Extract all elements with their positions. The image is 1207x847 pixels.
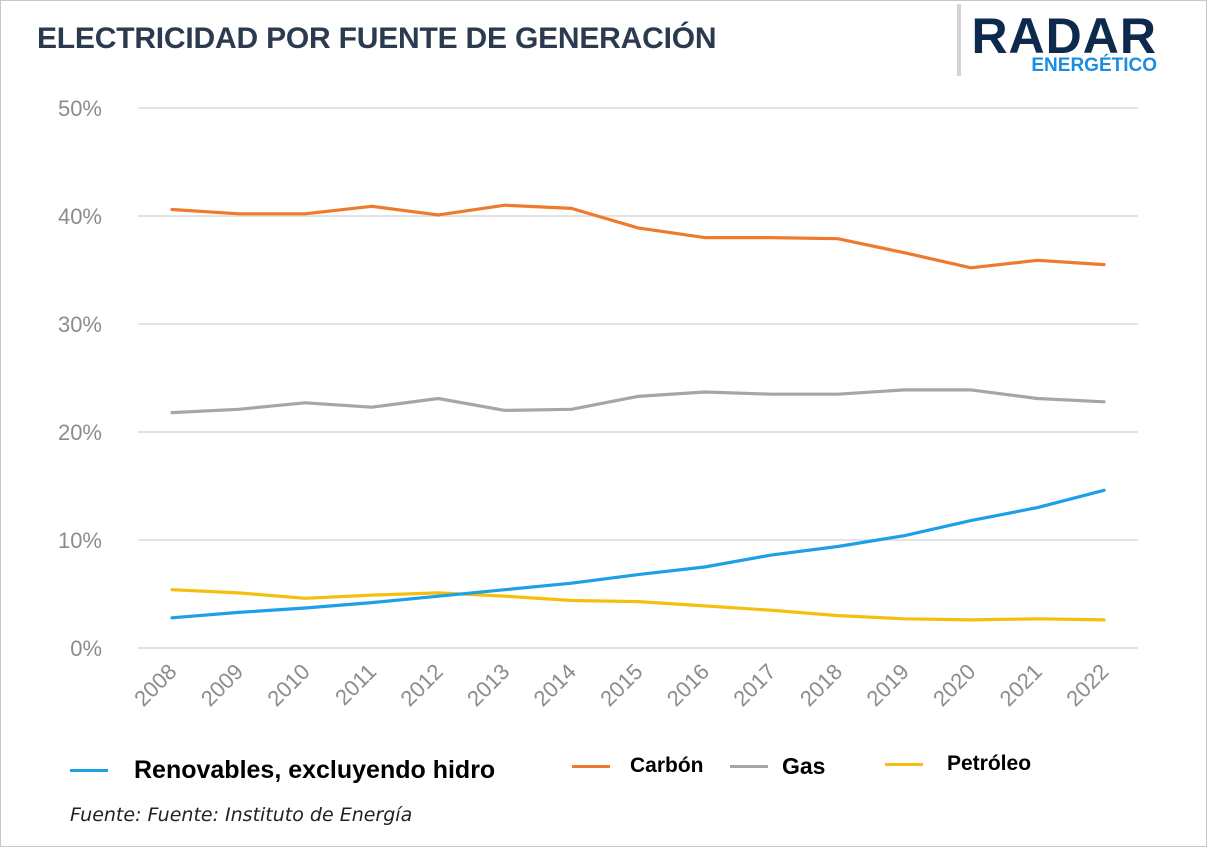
x-tick-label: 2022 [1061, 659, 1113, 711]
logo-divider [957, 4, 961, 76]
x-tick-label: 2014 [529, 659, 581, 711]
logo-sub-text: ENERGÉTICO [1031, 55, 1157, 76]
x-tick-label: 2011 [330, 659, 381, 710]
x-tick-label: 2017 [728, 659, 780, 711]
source-note: Fuente: Fuente: Instituto de Energía [70, 804, 413, 826]
legend-item-renewables: Renovables, excluyendo hidro [70, 755, 495, 785]
series-layer [170, 203, 1106, 622]
y-tick-label: 30% [58, 312, 102, 337]
x-axis-ticks: 2008 2009 2010 2011 2012 2013 2014 2015 2016 2017… [129, 659, 1113, 711]
legend-label-coal: Carbón [630, 754, 704, 777]
series-line-gas [170, 388, 1106, 415]
y-tick-label: 0% [70, 636, 102, 661]
chart-title: ELECTRICIDAD POR FUENTE DE GENERACIÓN [37, 22, 717, 55]
legend-item-coal: Carbón [572, 751, 704, 781]
x-tick-label: 2018 [795, 659, 847, 711]
series-line-coal [170, 203, 1106, 270]
x-tick-label: 2019 [862, 659, 914, 711]
legend-swatch-coal [572, 764, 610, 768]
legend-swatch-renewables [70, 768, 108, 772]
legend-item-oil: Petróleo [885, 749, 1031, 779]
legend-swatch-oil [885, 762, 923, 766]
radar-energetico-logo: RADAR ENERGÉTICO [971, 8, 1165, 78]
x-tick-label: 2013 [462, 659, 514, 711]
x-tick-label: 2012 [396, 659, 448, 711]
legend-swatch-gas [730, 764, 768, 768]
grid-layer [138, 107, 1138, 649]
y-tick-label: 10% [58, 528, 102, 553]
x-tick-label: 2010 [262, 659, 314, 711]
x-tick-label: 2015 [595, 659, 647, 711]
legend-item-gas: Gas [730, 751, 825, 781]
legend-label-renewables: Renovables, excluyendo hidro [134, 755, 496, 784]
x-tick-label: 2008 [129, 659, 181, 711]
x-tick-label: 2021 [995, 659, 1047, 711]
y-tick-label: 50% [58, 96, 102, 121]
x-tick-label: 2020 [928, 659, 980, 711]
x-tick-label: 2016 [662, 659, 714, 711]
logo-main-text: RADAR [971, 8, 1157, 64]
y-axis-ticks: 0% 10% 20% 30% 40% 50% [58, 96, 102, 661]
legend-label-gas: Gas [782, 752, 826, 779]
legend-label-oil: Petróleo [947, 752, 1032, 775]
series-line-oil [170, 588, 1106, 622]
y-tick-label: 20% [58, 420, 102, 445]
y-tick-label: 40% [58, 204, 102, 229]
line-chart: 0%10%20%30%40%50% 2008 2009 2010 2011 2012 20… [58, 96, 1138, 711]
x-tick-label: 2009 [196, 659, 248, 711]
series-line-renewables [170, 488, 1106, 620]
